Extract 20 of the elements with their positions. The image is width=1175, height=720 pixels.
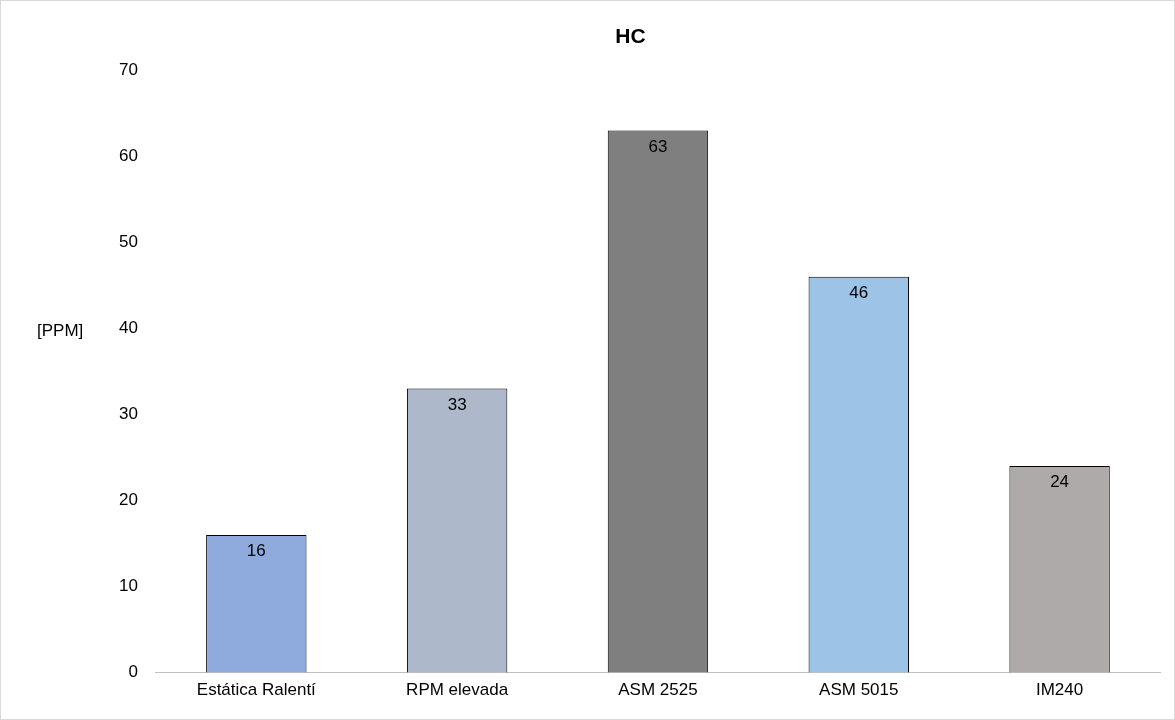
y-tick-label: 30 [118,404,138,424]
data-label: 16 [246,541,266,561]
data-label: 24 [1050,472,1070,492]
y-tick-label: 40 [118,318,138,338]
x-tick-label: ASM 5015 [819,680,899,700]
chart-title: HC [615,24,646,48]
data-label: 46 [849,282,869,302]
y-tick-label: 10 [118,576,138,596]
y-tick-label: 0 [128,662,138,682]
x-tick-label: Estática Ralentí [196,680,317,700]
x-tick-label: RPM elevada [406,680,509,700]
y-tick-label: 70 [118,59,138,79]
y-tick-label: 60 [118,145,138,165]
x-tick-label: IM240 [1035,680,1084,700]
y-axis-title: [PPM] [37,321,84,341]
data-label: 33 [447,394,467,414]
x-tick-label: ASM 2525 [618,680,698,700]
y-tick-label: 20 [118,490,138,510]
data-label: 63 [648,136,668,156]
y-tick-label: 50 [118,232,138,251]
